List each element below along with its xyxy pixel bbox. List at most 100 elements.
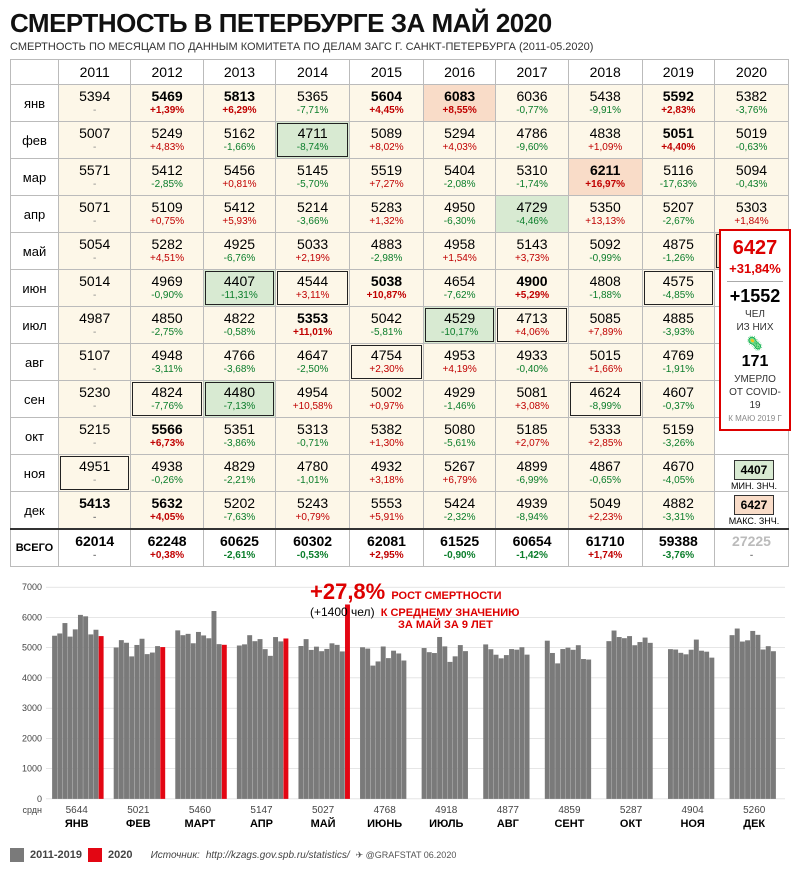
- data-cell: 5412 -2,85%: [131, 159, 203, 196]
- legend-gray-swatch: [10, 848, 24, 862]
- svg-text:5644: 5644: [66, 805, 89, 816]
- data-cell: 4575 -4,85%: [642, 270, 714, 307]
- data-cell: 5438 -9,91%: [568, 85, 642, 122]
- data-cell: 5162 -1,66%: [203, 122, 275, 159]
- total-cell: 59388 -3,76%: [642, 529, 714, 567]
- data-cell: 5207 -2,67%: [642, 196, 714, 233]
- data-cell: 5092 -0,99%: [568, 233, 642, 270]
- month-label: фев: [11, 122, 59, 159]
- data-cell: 5014 -: [59, 270, 131, 307]
- month-label: окт: [11, 418, 59, 455]
- data-cell: 5632 +4,05%: [131, 492, 203, 530]
- data-cell: 5310 -1,74%: [496, 159, 568, 196]
- data-cell: 5002 +0,97%: [350, 381, 424, 418]
- data-cell: 6083 +8,55%: [423, 85, 495, 122]
- table-wrap: 2011201220132014201520162017201820192020…: [10, 59, 789, 567]
- data-cell: 5456 +0,81%: [203, 159, 275, 196]
- data-cell: 5566 +6,73%: [131, 418, 203, 455]
- svg-text:срдн: срдн: [23, 805, 42, 815]
- data-cell: 4829 -2,21%: [203, 455, 275, 492]
- data-cell: 5080 -5,61%: [423, 418, 495, 455]
- total-cell: 62081 +2,95%: [350, 529, 424, 567]
- year-header: 2019: [642, 60, 714, 85]
- svg-text:5000: 5000: [22, 643, 42, 653]
- annot-pct: +27,8%: [310, 579, 385, 604]
- total-cell: 27225 -: [715, 529, 789, 567]
- data-cell: 4951 -: [59, 455, 131, 492]
- svg-text:4877: 4877: [497, 805, 520, 816]
- data-cell: 4969 -0,90%: [131, 270, 203, 307]
- svg-text:СЕНТ: СЕНТ: [555, 818, 585, 830]
- data-cell: 4766 -3,68%: [203, 344, 275, 381]
- svg-text:5027: 5027: [312, 805, 335, 816]
- svg-text:7000: 7000: [22, 582, 42, 592]
- month-label: сен: [11, 381, 59, 418]
- mortality-table: 2011201220132014201520162017201820192020…: [10, 59, 789, 567]
- data-cell: 4607 -0,37%: [642, 381, 714, 418]
- total-cell: 60625 -2,61%: [203, 529, 275, 567]
- data-cell: 5094 -0,43%: [715, 159, 789, 196]
- annot-line2: К СРЕДНЕМУ ЗНАЧЕНИЮ: [381, 607, 520, 619]
- data-cell: 5042 -5,81%: [350, 307, 424, 344]
- callout-ref: К МАЮ 2019 Г: [727, 414, 783, 424]
- data-cell: 5413 -: [59, 492, 131, 530]
- data-cell: 5116 -17,63%: [642, 159, 714, 196]
- data-cell: 4885 -3,93%: [642, 307, 714, 344]
- data-cell: 4407 -11,31%: [203, 270, 275, 307]
- legend-gray-label: 2011-2019: [30, 849, 82, 861]
- data-cell: 5469 +1,39%: [131, 85, 203, 122]
- data-cell: 5424 -2,32%: [423, 492, 495, 530]
- data-cell: 5085 +7,89%: [568, 307, 642, 344]
- data-cell: 4948 -3,11%: [131, 344, 203, 381]
- attribution: ✈ @GRAFSTAT 06.2020: [356, 850, 457, 861]
- data-cell: 5333 +2,85%: [568, 418, 642, 455]
- data-cell: 4929 -1,46%: [423, 381, 495, 418]
- svg-text:ИЮЛЬ: ИЮЛЬ: [429, 818, 463, 830]
- data-cell: 4925 -6,76%: [203, 233, 275, 270]
- data-cell: 5215 -: [59, 418, 131, 455]
- data-cell: 4850 -2,75%: [131, 307, 203, 344]
- svg-text:МАРТ: МАРТ: [184, 818, 215, 830]
- data-cell: 4769 -1,91%: [642, 344, 714, 381]
- total-label: ВСЕГО: [11, 529, 59, 567]
- month-label: июл: [11, 307, 59, 344]
- svg-text:5260: 5260: [743, 805, 766, 816]
- month-label: ноя: [11, 455, 59, 492]
- data-cell: 5412 +5,93%: [203, 196, 275, 233]
- year-header: 2013: [203, 60, 275, 85]
- data-cell: 5143 +3,73%: [496, 233, 568, 270]
- source-url: http://kzags.gov.spb.ru/statistics/: [206, 850, 350, 861]
- svg-text:4918: 4918: [435, 805, 458, 816]
- month-label: июн: [11, 270, 59, 307]
- month-label: май: [11, 233, 59, 270]
- data-cell: 5519 +7,27%: [350, 159, 424, 196]
- svg-text:5460: 5460: [189, 805, 212, 816]
- svg-text:ЯНВ: ЯНВ: [65, 818, 89, 830]
- data-cell: 4670 -4,05%: [642, 455, 714, 492]
- annot-line3: ЗА МАЙ ЗА 9 ЛЕТ: [398, 619, 493, 631]
- data-cell: 4754 +2,30%: [350, 344, 424, 381]
- data-cell: 6036 -0,77%: [496, 85, 568, 122]
- data-cell: 5404 -2,08%: [423, 159, 495, 196]
- data-cell: 4544 +3,11%: [276, 270, 350, 307]
- data-cell: 5159 -3,26%: [642, 418, 714, 455]
- year-header: 2015: [350, 60, 424, 85]
- max-label: МАКС. ЗНЧ.: [719, 516, 789, 527]
- data-cell: 5604 +4,45%: [350, 85, 424, 122]
- data-cell: 4824 -7,76%: [131, 381, 203, 418]
- total-cell: 60302 -0,53%: [276, 529, 350, 567]
- data-cell: 5033 +2,19%: [276, 233, 350, 270]
- data-cell: 6211 +16,97%: [568, 159, 642, 196]
- data-cell: 5592 +2,83%: [642, 85, 714, 122]
- data-cell: 4958 +1,54%: [423, 233, 495, 270]
- svg-text:ДЕК: ДЕК: [743, 818, 765, 830]
- page-title: СМЕРТНОСТЬ В ПЕТЕРБУРГЕ ЗА МАЙ 2020: [10, 8, 789, 39]
- annot-sub: (+1400 чел): [310, 605, 375, 619]
- data-cell: 5294 +4,03%: [423, 122, 495, 159]
- data-cell: 4529 -10,17%: [423, 307, 495, 344]
- svg-text:2000: 2000: [22, 733, 42, 743]
- data-cell: 4711 -8,74%: [276, 122, 350, 159]
- total-cell: 61525 -0,90%: [423, 529, 495, 567]
- year-header: 2011: [59, 60, 131, 85]
- data-cell: 5571 -: [59, 159, 131, 196]
